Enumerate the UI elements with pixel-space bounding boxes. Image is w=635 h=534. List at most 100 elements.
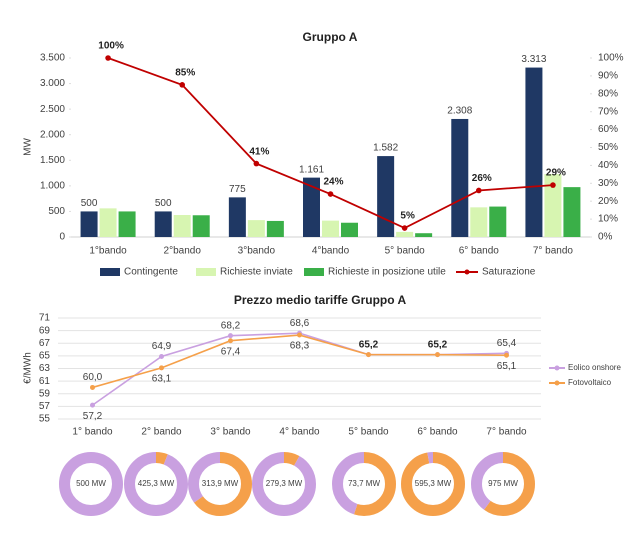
y-tick-label: 67 <box>39 338 51 349</box>
data-label: 57,2 <box>83 411 103 422</box>
data-label: 29% <box>546 168 566 179</box>
y2-tick-label: 0% <box>598 232 613 243</box>
bar <box>563 187 581 237</box>
data-label: 5% <box>400 211 415 222</box>
donut-segment <box>252 452 316 516</box>
line-marker <box>253 160 260 167</box>
data-label: 68,6 <box>290 318 310 329</box>
x-tick-label: 6° bando <box>459 246 500 257</box>
data-label: 65,2 <box>428 339 448 350</box>
donut-segment <box>188 452 252 516</box>
data-label: 26% <box>472 173 492 184</box>
donut-segment <box>401 452 465 516</box>
line-marker <box>179 82 186 88</box>
data-label: 500 <box>155 198 172 209</box>
y-tick-label: 65 <box>39 351 51 362</box>
y-axis-label: €/MWh <box>23 352 34 384</box>
data-label: 1.582 <box>373 143 398 154</box>
line-marker <box>90 384 95 390</box>
line-marker <box>90 402 95 408</box>
line-marker <box>504 352 509 358</box>
line-marker <box>228 338 233 344</box>
x-tick-label: 7° bando <box>486 427 527 438</box>
donut-center-label: 975 MW <box>488 479 518 488</box>
donut-center-label: 500 MW <box>76 479 106 488</box>
bar <box>118 211 136 237</box>
x-tick-label: 2° bando <box>141 427 182 438</box>
data-label: 775 <box>229 184 246 195</box>
line-marker <box>435 352 440 358</box>
donut-segment <box>124 452 188 516</box>
line-marker <box>105 55 111 61</box>
data-label: 3.313 <box>521 54 546 65</box>
data-label: 60,0 <box>83 372 103 383</box>
y-tick-label: 63 <box>39 363 51 374</box>
y-tick-label: 59 <box>39 388 51 399</box>
legend-label: Fotovoltaico <box>568 378 612 387</box>
data-label: 67,4 <box>221 346 241 357</box>
y-tick-label: 69 <box>39 325 51 336</box>
legend-label: Eolico onshore <box>568 363 621 372</box>
donut-center-label: 313,9 MW <box>202 479 239 488</box>
donut-center-label: 279,3 MW <box>266 479 303 488</box>
bar <box>322 220 339 237</box>
data-label: 1.161 <box>299 164 324 175</box>
y-tick-label: 500 <box>48 206 65 217</box>
bar <box>173 215 191 237</box>
bar <box>544 174 562 237</box>
x-tick-label: 4°bando <box>312 246 350 257</box>
bar <box>489 206 507 237</box>
bar <box>525 67 543 237</box>
line-marker <box>475 187 482 194</box>
line-marker <box>297 332 302 338</box>
bar <box>192 215 210 237</box>
line-marker <box>228 333 233 339</box>
bar <box>80 211 98 237</box>
data-label: 64,9 <box>152 341 172 352</box>
bar <box>228 197 246 237</box>
line-marker <box>327 191 334 197</box>
line-series <box>107 57 553 230</box>
x-tick-label: 3°bando <box>238 246 276 257</box>
legend-label: Richieste in posizione utile <box>328 267 446 278</box>
y-tick-label: 57 <box>39 401 51 412</box>
legend-swatch <box>196 268 216 276</box>
data-label: 65,2 <box>359 339 379 350</box>
data-label: 65,1 <box>497 361 517 372</box>
y2-tick-label: 30% <box>598 178 618 189</box>
legend-swatch <box>100 268 120 276</box>
x-tick-label: 5° bando <box>348 427 389 438</box>
y-tick-label: 61 <box>39 376 51 387</box>
x-tick-label: 2°bando <box>164 246 202 257</box>
bar <box>415 233 433 237</box>
chart-title: Gruppo A <box>303 30 358 44</box>
x-tick-label: 1° bando <box>72 427 113 438</box>
legend-swatch-marker <box>554 380 560 386</box>
line-marker <box>159 365 164 371</box>
line-marker <box>366 352 371 358</box>
y2-tick-label: 40% <box>598 160 618 171</box>
line-marker <box>550 182 556 188</box>
bar <box>266 220 284 237</box>
legend-label: Richieste inviate <box>220 267 293 278</box>
y-tick-label: 71 <box>39 313 51 324</box>
x-tick-label: 6° bando <box>417 427 458 438</box>
data-label: 24% <box>323 177 343 188</box>
bar <box>99 208 117 237</box>
donut-segment <box>332 452 396 516</box>
bar <box>396 231 414 237</box>
y2-tick-label: 90% <box>598 71 618 82</box>
data-label: 500 <box>81 198 98 209</box>
y2-tick-label: 70% <box>598 106 618 117</box>
chart-title: Prezzo medio tariffe Gruppo A <box>234 293 407 307</box>
y2-tick-label: 80% <box>598 88 618 99</box>
legend-swatch-marker <box>464 269 470 275</box>
y-tick-label: 55 <box>39 414 51 425</box>
bar <box>470 207 488 237</box>
y-tick-label: 2.000 <box>40 129 65 140</box>
bar <box>451 118 469 237</box>
y-axis-label: MW <box>23 138 34 156</box>
data-label: 100% <box>98 41 124 52</box>
